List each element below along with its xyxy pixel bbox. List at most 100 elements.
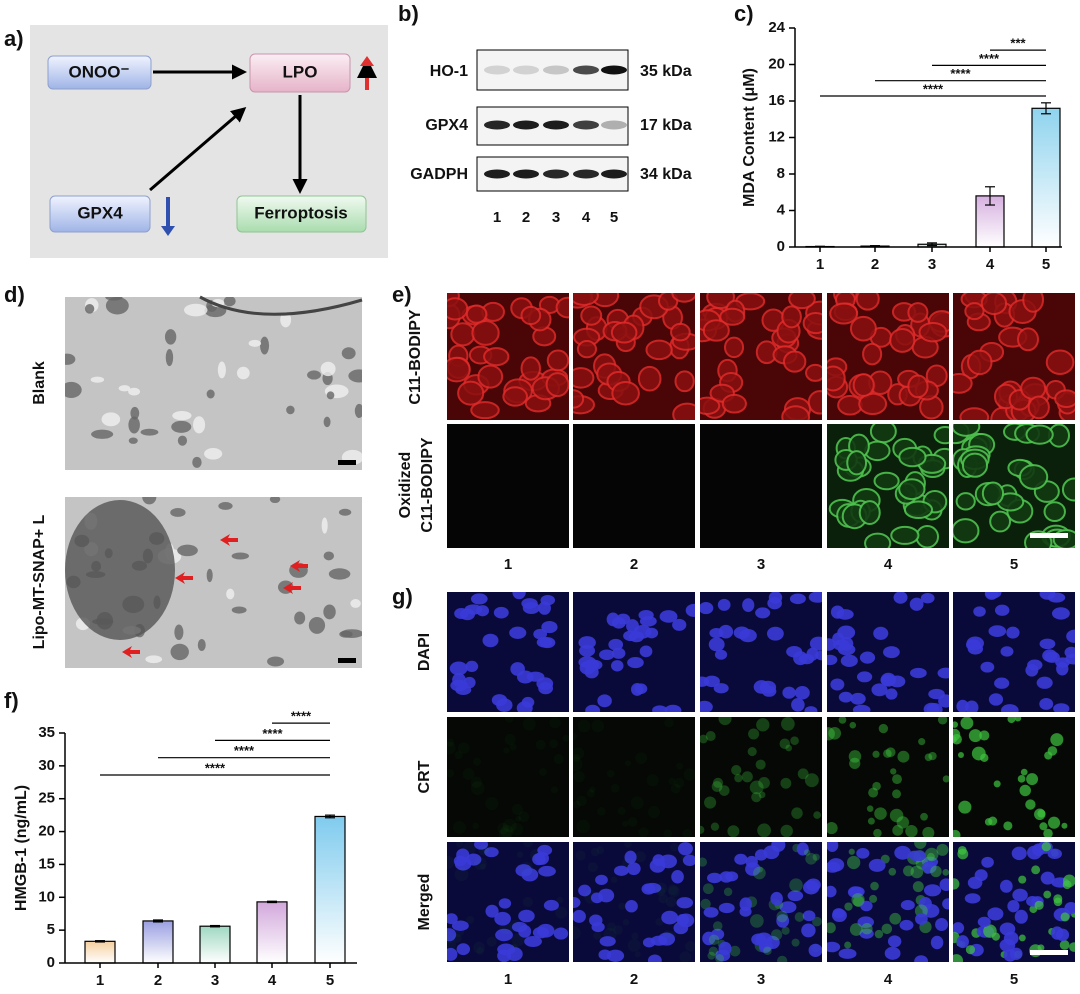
crt-spot (812, 916, 822, 927)
nucleus (923, 884, 942, 897)
nucleus (883, 646, 900, 659)
cell (546, 349, 569, 372)
micrograph (827, 424, 949, 548)
nucleus (606, 612, 620, 627)
nucleus (967, 643, 984, 655)
cell (721, 393, 747, 414)
micrograph (827, 293, 949, 420)
crt-spot (500, 824, 514, 837)
crt-spot (708, 946, 718, 956)
cell (447, 297, 469, 321)
crt-spot (922, 826, 935, 837)
organelle (338, 508, 352, 516)
nucleus (1011, 846, 1027, 861)
nucleus (802, 910, 816, 922)
pointer-arrow (283, 582, 301, 594)
crt-spot (447, 931, 455, 944)
crt-spot (731, 764, 742, 776)
nucleus (1044, 651, 1060, 663)
crt-spot (586, 789, 595, 798)
nucleus (837, 643, 856, 656)
crt-spot (888, 867, 897, 876)
crt-spot (664, 717, 674, 728)
nucleus (536, 677, 554, 690)
crt-spot (896, 816, 910, 829)
nucleus (856, 847, 870, 859)
nucleus (827, 861, 841, 873)
crt-spot (606, 769, 615, 778)
crt-spot (953, 736, 957, 743)
crt-spot (473, 941, 485, 954)
node-label: Ferroptosis (254, 203, 348, 222)
blot-band (513, 65, 539, 75)
crt-spot (668, 886, 680, 898)
lane-label: 4 (582, 209, 591, 226)
cell (807, 390, 822, 415)
crt-spot (971, 746, 986, 761)
crt-spot (777, 955, 788, 962)
crt-spot (1034, 900, 1044, 910)
cell (805, 363, 822, 382)
pointer-arrow (122, 646, 140, 658)
crt-spot (550, 786, 559, 794)
nucleus (988, 625, 1007, 637)
micrograph (573, 592, 695, 712)
crt-spot (804, 773, 819, 788)
crt-spot (710, 822, 720, 831)
nucleus (496, 698, 513, 712)
crt-spot (715, 954, 725, 962)
size-label: 35 kDa (640, 63, 692, 80)
row-label: Merged (416, 874, 433, 931)
crt-spot (1043, 828, 1053, 837)
blot-band (543, 65, 569, 75)
nucleus (524, 936, 542, 948)
nucleus (506, 947, 523, 961)
cell (1054, 389, 1075, 409)
organelle (206, 568, 213, 583)
crt-spot (630, 796, 644, 810)
organelle (269, 497, 281, 504)
cell (1027, 395, 1050, 420)
crt-spot (712, 921, 723, 931)
crt-spot (892, 774, 902, 785)
crt-spot (700, 734, 708, 744)
nucleus (539, 637, 556, 649)
crt-spot (473, 757, 482, 766)
nucleus (628, 631, 645, 643)
nucleus (808, 943, 822, 957)
organelle (197, 639, 206, 652)
nucleus (512, 592, 526, 600)
nucleus (988, 693, 1004, 706)
nucleus (718, 902, 735, 914)
organelle (320, 361, 336, 377)
crt-spot (596, 806, 606, 816)
nucleus (626, 619, 639, 633)
row-label: C11-BODIPY (407, 309, 424, 404)
crt-spot (892, 824, 904, 836)
nucleus (981, 856, 994, 868)
nucleus (485, 904, 499, 918)
crt-spot (749, 780, 764, 795)
y-tick-label: 0 (47, 954, 55, 971)
crt-spot (454, 867, 469, 882)
cell (827, 365, 846, 392)
y-tick-label: 10 (38, 888, 55, 905)
crt-spot (705, 731, 716, 742)
nucleus (830, 678, 845, 691)
nucleus (893, 592, 908, 604)
y-tick-label: 24 (768, 19, 785, 36)
crt-spot (485, 796, 499, 811)
crt-spot (965, 945, 976, 955)
cell (1020, 376, 1047, 400)
nucleus (856, 671, 873, 683)
cell (980, 293, 1008, 316)
nucleus (914, 955, 929, 962)
nucleus (1025, 664, 1039, 677)
organelle (354, 403, 362, 419)
crt-spot (458, 742, 470, 754)
nucleus (999, 879, 1013, 893)
node (47, 55, 152, 90)
cell (470, 401, 500, 420)
crt-spot (1041, 842, 1051, 852)
micrograph (700, 424, 822, 548)
